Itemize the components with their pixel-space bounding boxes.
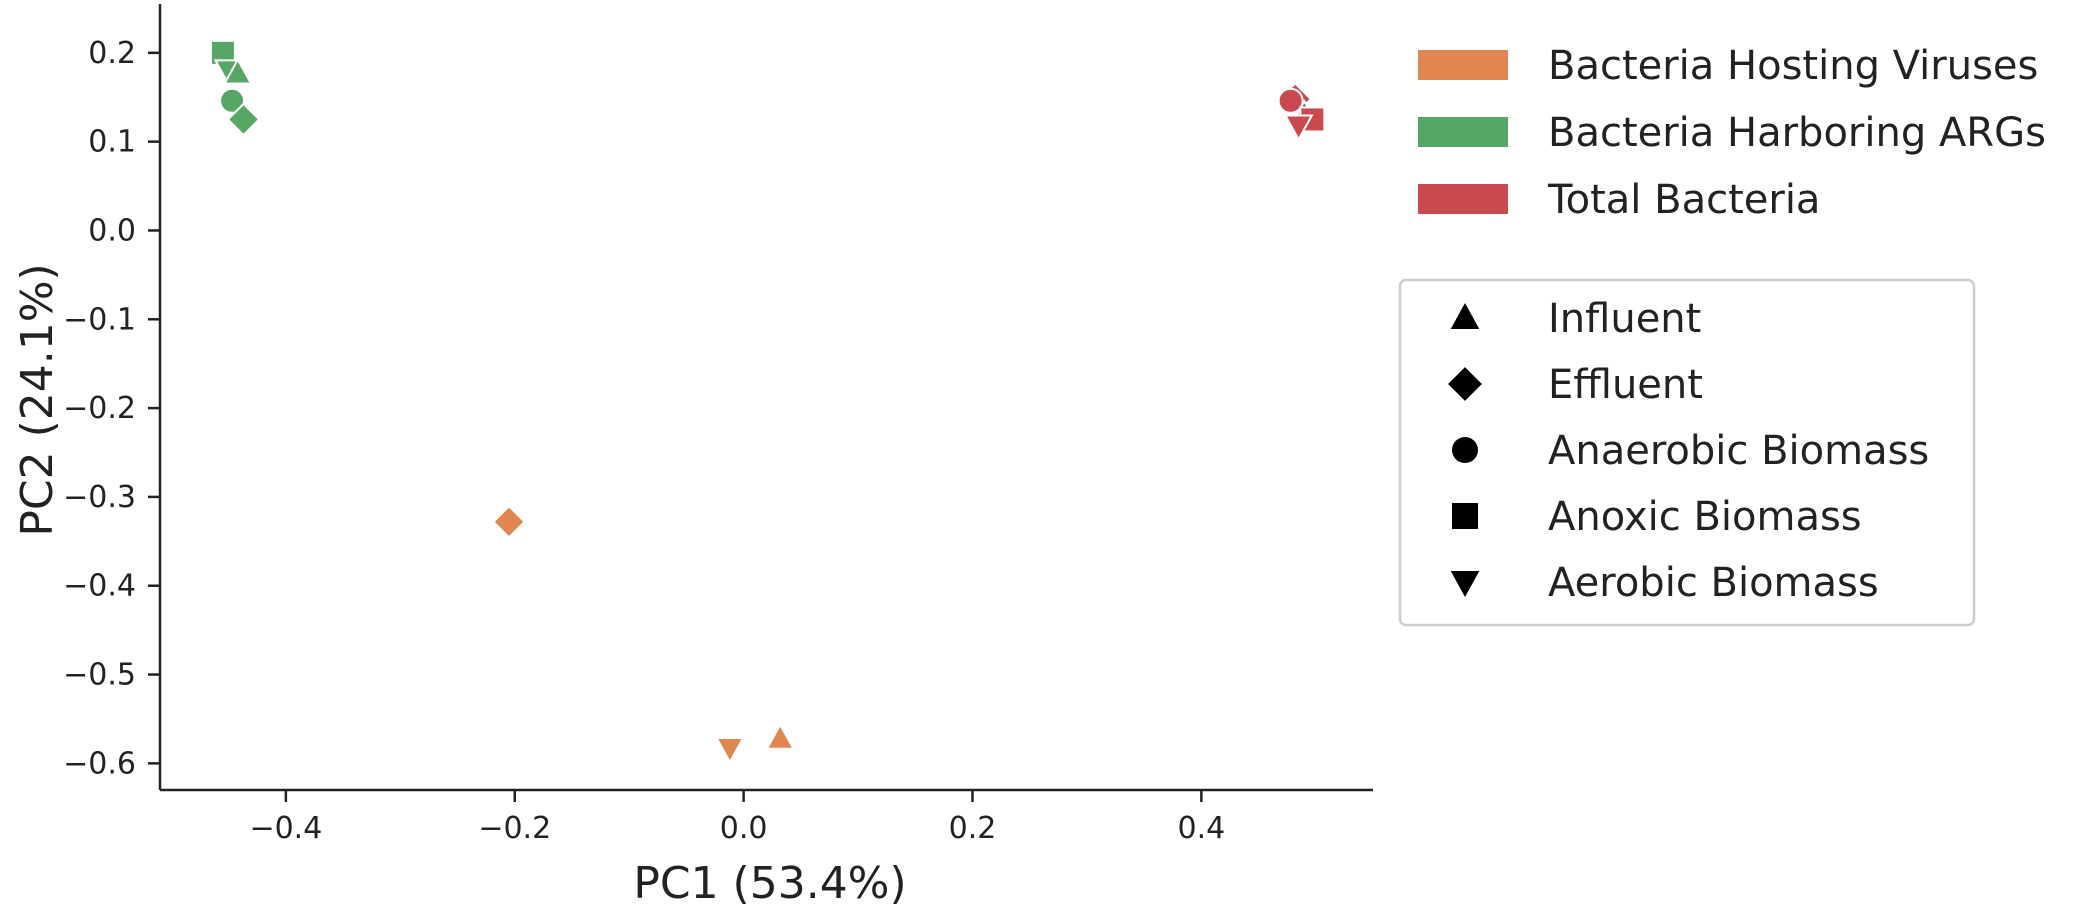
data-point xyxy=(226,102,261,137)
marker-legend-frame xyxy=(1398,278,1976,627)
x-tick-label: 0.0 xyxy=(720,811,768,846)
y-axis-title: PC2 (24.1%) xyxy=(12,263,63,536)
plot-area: −0.4 −0.2 0.0 0.2 0.4 0.2 0.1 0.0 −0.1 −0.2 −0.3 −… xyxy=(63,4,1373,846)
marker-legend-symbol xyxy=(1450,303,1480,330)
color-legend-swatch xyxy=(1418,184,1508,214)
marker-legend-label: Anaerobic Biomass xyxy=(1548,428,1929,474)
x-tick-label: −0.2 xyxy=(478,811,551,846)
y-tick-label: −0.4 xyxy=(63,569,136,604)
marker-legend-label: Influent xyxy=(1548,296,1701,342)
color-legend-label: Total Bacteria xyxy=(1547,177,1820,223)
y-tick-label: 0.1 xyxy=(88,125,136,160)
data-point xyxy=(1283,114,1314,142)
marker-legend: Influent Effluent Anaerobic Biomass Anoxic … xyxy=(1398,278,1976,627)
y-ticks: 0.2 0.1 0.0 −0.1 −0.2 −0.3 −0.4 −0.5 −0.6 xyxy=(63,36,160,781)
y-tick-label: −0.5 xyxy=(63,658,136,693)
color-legend: Bacteria Hosting Viruses Bacteria Harbori… xyxy=(1418,43,2046,223)
marker-legend-label: Anoxic Biomass xyxy=(1548,494,1862,540)
marker-legend-symbol xyxy=(1450,570,1480,597)
color-legend-label: Bacteria Harboring ARGs xyxy=(1548,110,2046,156)
marker-legend-symbol xyxy=(1452,437,1478,463)
y-tick-label: −0.2 xyxy=(63,391,136,426)
color-legend-label: Bacteria Hosting Viruses xyxy=(1548,43,2038,89)
data-points xyxy=(209,39,1326,765)
y-tick-label: −0.6 xyxy=(63,746,136,781)
y-tick-label: −0.3 xyxy=(63,480,136,515)
color-legend-swatch xyxy=(1418,50,1508,80)
x-ticks: −0.4 −0.2 0.0 0.2 0.4 xyxy=(249,790,1225,846)
color-legend-swatch xyxy=(1418,117,1508,147)
data-point xyxy=(222,57,253,85)
marker-legend-label: Effluent xyxy=(1548,362,1703,408)
y-tick-label: 0.2 xyxy=(88,36,136,71)
marker-legend-symbol xyxy=(1448,367,1482,401)
data-point xyxy=(765,722,796,750)
x-tick-label: −0.4 xyxy=(249,811,322,846)
marker-legend-symbol xyxy=(1452,503,1478,529)
x-tick-label: 0.4 xyxy=(1177,811,1225,846)
x-axis-title: PC1 (53.4%) xyxy=(633,858,906,909)
y-tick-label: 0.0 xyxy=(88,213,136,248)
x-tick-label: 0.2 xyxy=(949,811,997,846)
data-point xyxy=(1277,87,1304,114)
marker-legend-label: Aerobic Biomass xyxy=(1548,560,1879,606)
y-tick-label: −0.1 xyxy=(63,302,136,337)
data-point xyxy=(492,504,527,539)
data-point xyxy=(219,87,246,114)
data-point xyxy=(714,737,745,765)
